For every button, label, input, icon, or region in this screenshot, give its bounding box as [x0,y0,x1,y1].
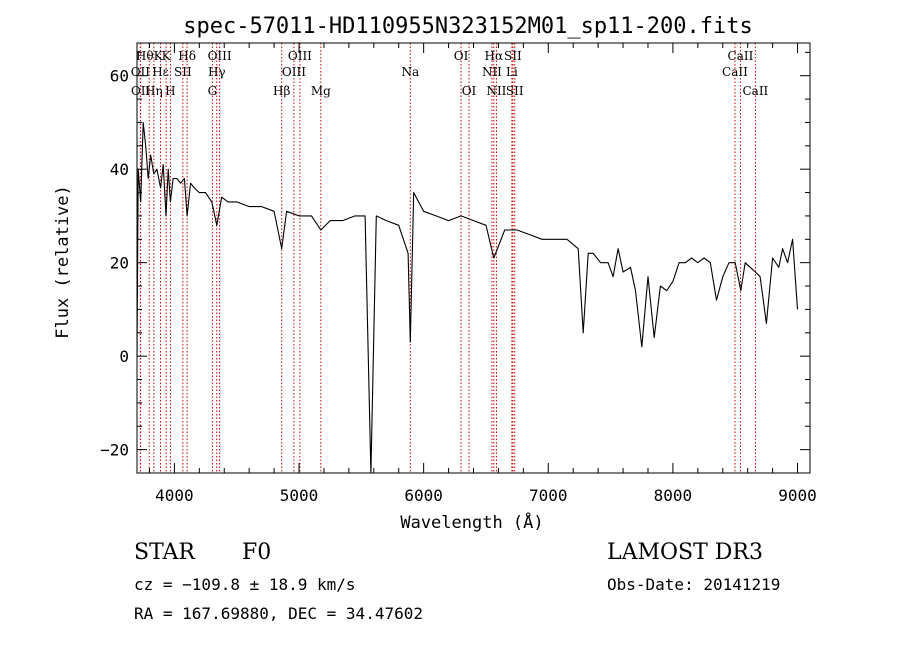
line-label-10: Hγ [208,65,226,79]
line-label-2: Hε [152,65,169,79]
object-class: STAR [134,540,195,565]
line-label-4: Hη [145,84,163,98]
x-tick-label-3: 7000 [529,486,568,505]
line-label-24: SII [506,84,524,98]
line-label-25: CaII [728,49,754,63]
x-axis-label: Wavelength (Å) [400,511,543,533]
y-axis: −20 0 20 40 60 [100,51,810,474]
line-label-0: HθK [136,49,164,63]
line-label-15: Mg [311,84,331,98]
line-label-22: SII [504,49,522,63]
y-tick-label-1: 0 [119,347,129,366]
line-label-21: NII [486,84,506,98]
observation-date: Obs-Date: 20141219 [607,575,781,594]
line-label-16: Na [401,65,419,79]
line-label-9: OIII [208,49,232,63]
x-tick-label-5: 9000 [778,486,817,505]
spectrum-chart: spec-57011-HD110955N323152M01_sp11-200.f… [53,14,817,533]
y-tick-label-3: 40 [110,160,129,179]
x-tick-label-0: 4000 [155,486,194,505]
line-label-27: CaII [742,84,768,98]
x-tick-label-2: 6000 [404,486,443,505]
plot-frame [136,42,811,474]
y-tick-label-0: −20 [100,441,129,460]
line-label-11: G [208,84,218,98]
line-label-19: Hα [485,49,504,63]
line-label-3: OII [131,84,151,98]
line-label-5: K [162,49,172,63]
line-label-20: NII [482,65,502,79]
x-axis: 4000 5000 6000 7000 8000 9000 [148,43,817,505]
line-label-23: Li [506,65,518,79]
survey-name: LAMOST DR3 [607,540,763,565]
line-label-14: OIII [282,65,306,79]
x-tick-label-1: 5000 [280,486,319,505]
radial-velocity: cz = −109.8 ± 18.9 km/s [134,575,356,594]
line-label-6: SII [174,65,192,79]
line-label-7: H [165,84,175,98]
line-label-17: OI [454,49,469,63]
x-tick-label-4: 8000 [654,486,693,505]
y-tick-label-2: 20 [110,254,129,273]
line-label-26: CaII [722,65,748,79]
line-label-13: OIII [288,49,312,63]
flux-series-line [136,121,799,474]
spectral-subclass: F0 [242,540,272,565]
y-tick-label-4: 60 [110,67,129,86]
line-label-18: OI [462,84,477,98]
line-label-12: Hβ [273,84,290,98]
y-axis-label: Flux (relative) [53,185,73,339]
line-label-1: OII [131,65,151,79]
coordinates: RA = 167.69880, DEC = 34.47602 [134,604,423,623]
chart-title: spec-57011-HD110955N323152M01_sp11-200.f… [183,14,753,39]
line-label-8: Hδ [178,49,196,63]
spectral-line-markers [139,43,756,473]
